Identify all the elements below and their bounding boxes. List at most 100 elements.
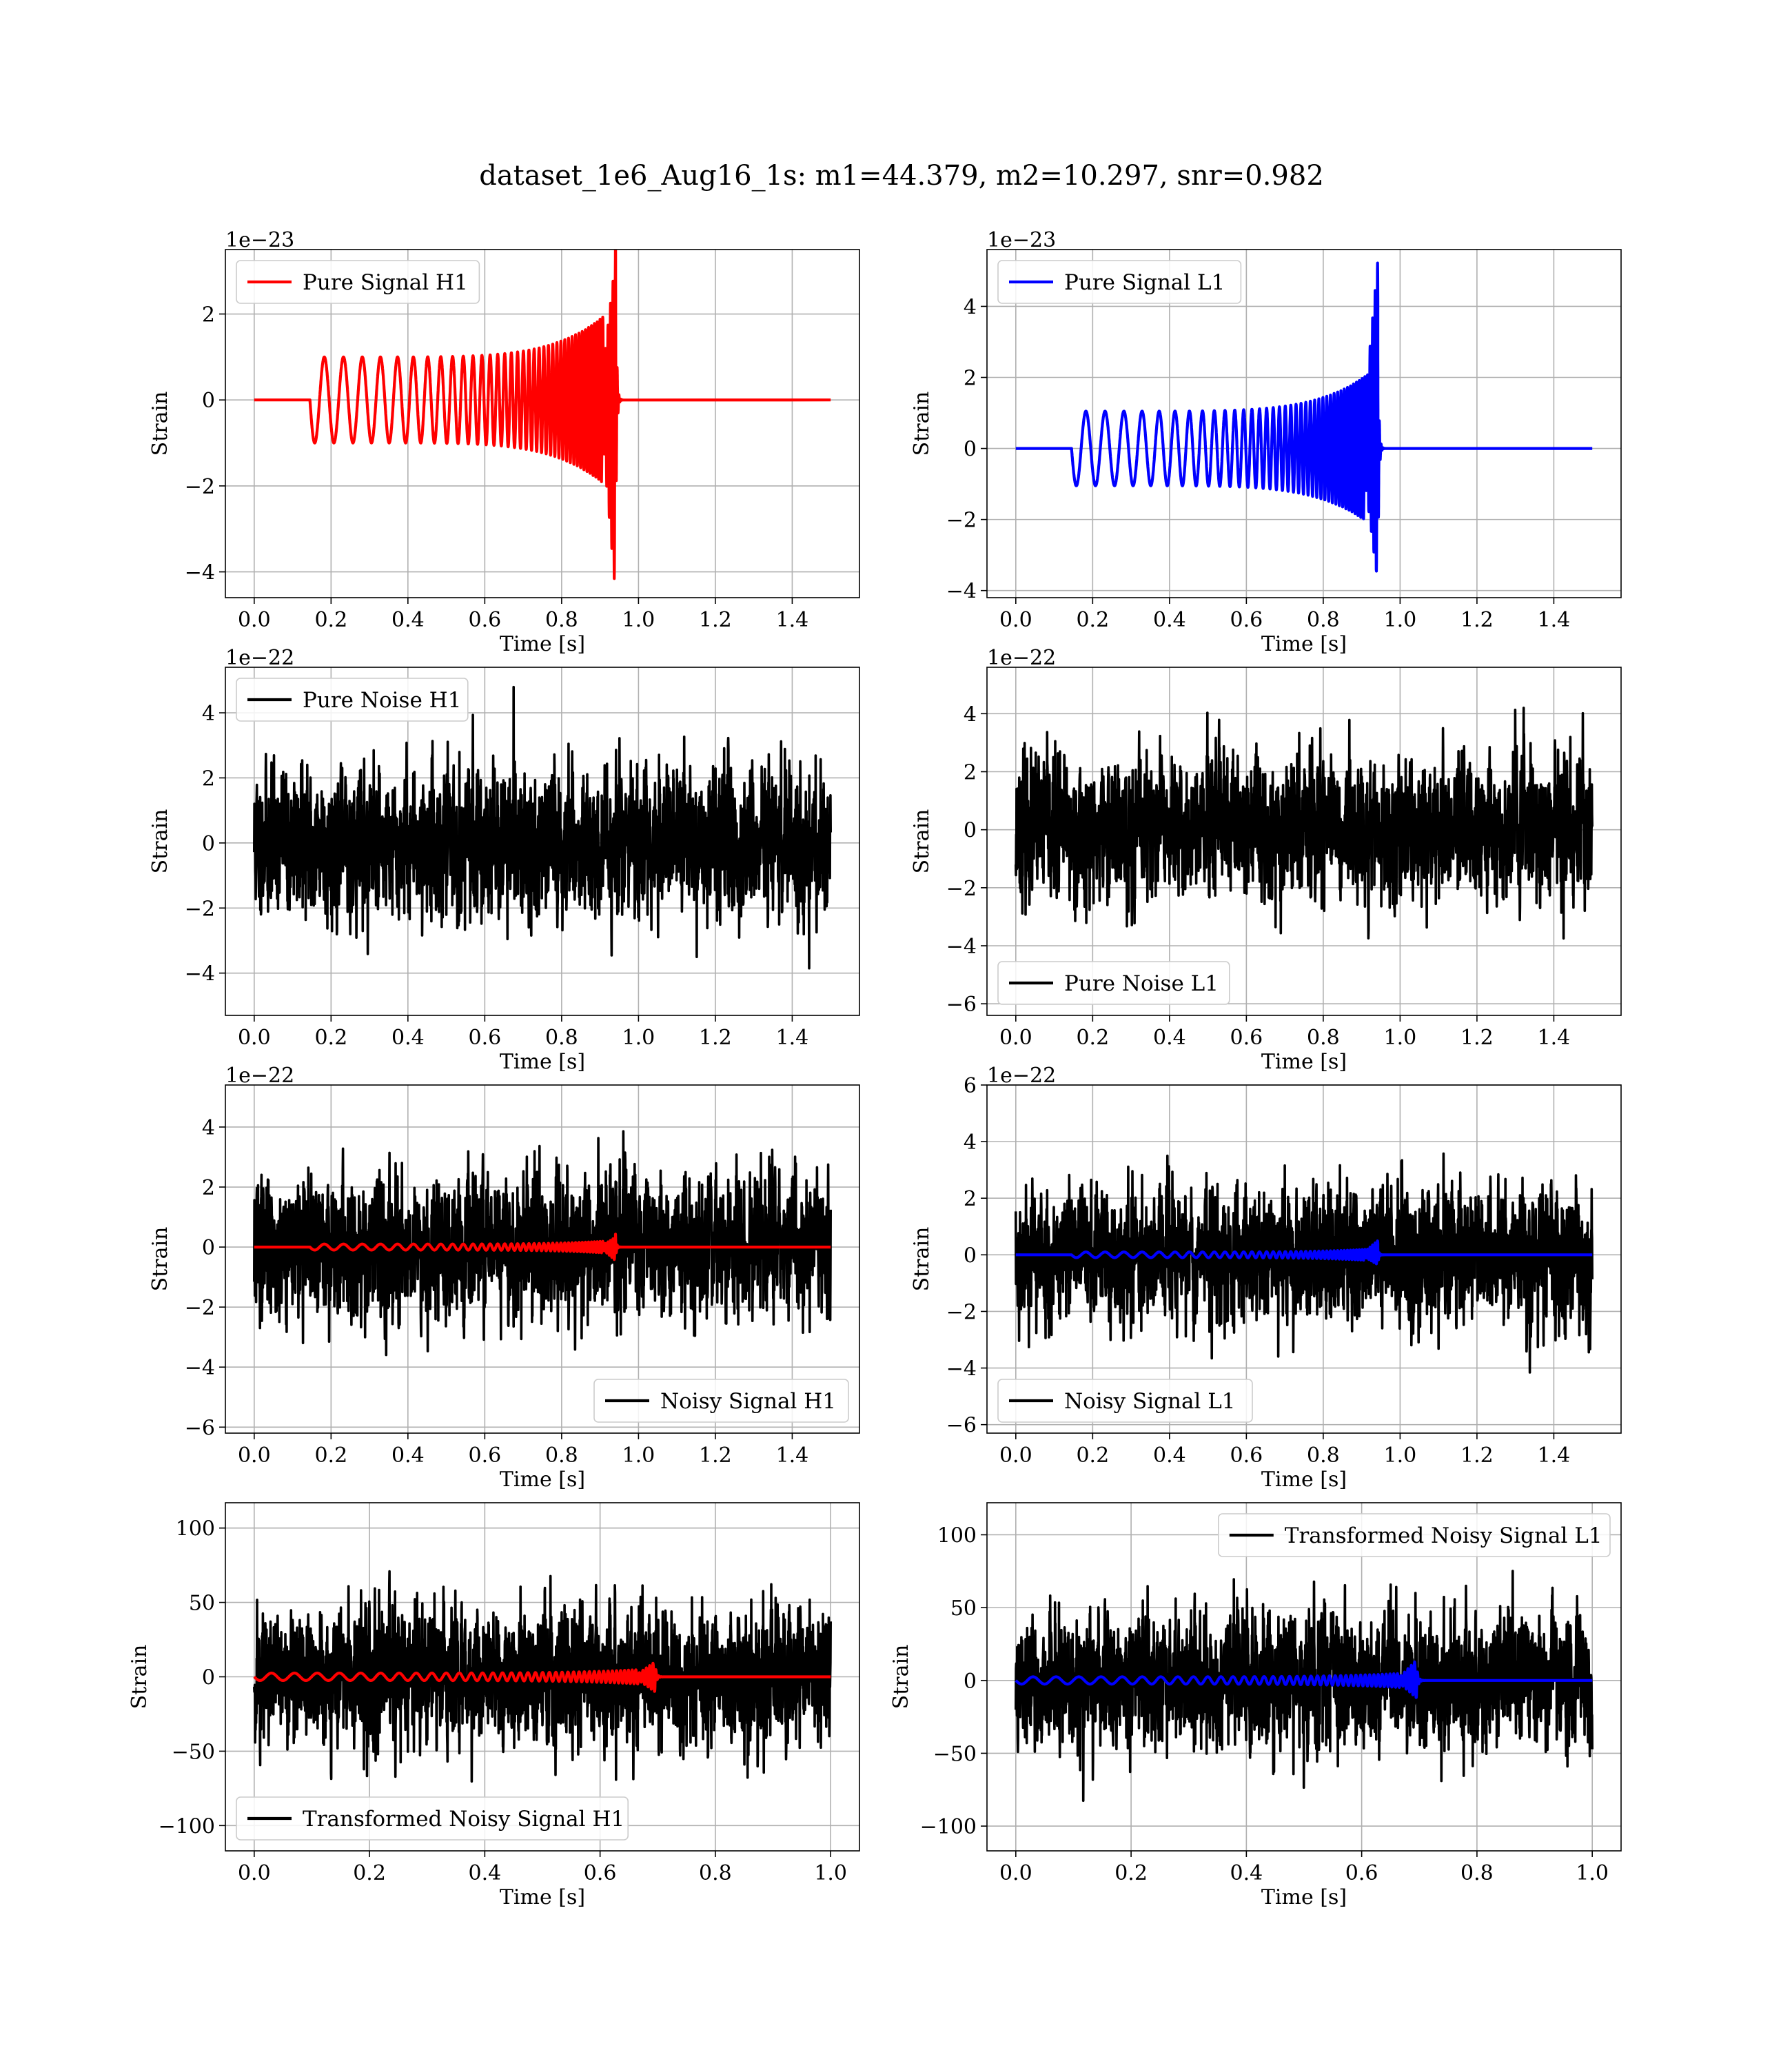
x-tick-label: 1.2 <box>1460 608 1494 632</box>
legend-entry: Pure Signal L1 <box>1064 270 1225 295</box>
x-tick-label: 0.2 <box>314 608 347 632</box>
series-line-main <box>254 250 831 580</box>
legend-entry: Noisy Signal H1 <box>660 1389 836 1414</box>
y-tick-label: −4 <box>946 1357 977 1381</box>
x-tick-label: 0.4 <box>391 1443 425 1468</box>
series-line-overlay <box>252 1661 831 1693</box>
x-tick-label: 0.2 <box>1076 608 1109 632</box>
x-tick-label: 0.2 <box>314 1443 347 1468</box>
series-line-overlay <box>1015 1239 1593 1266</box>
legend: Transformed Noisy Signal L1 <box>1218 1513 1611 1557</box>
legend-entry: Pure Noise H1 <box>303 688 461 713</box>
x-tick-label: 0.2 <box>1076 1026 1109 1050</box>
y-axis-label: Strain <box>910 392 934 456</box>
series-line-main <box>253 1130 832 1357</box>
series-line-overlay <box>1014 1660 1593 1699</box>
legend-entry: Pure Signal H1 <box>303 270 468 295</box>
x-tick-label: 0.8 <box>1307 1026 1340 1050</box>
x-tick-label: 1.2 <box>1460 1026 1494 1050</box>
x-tick-label: 1.4 <box>776 1026 809 1050</box>
y-offset-text: 1e−23 <box>987 228 1056 252</box>
y-tick-label: 50 <box>950 1596 977 1621</box>
legend: Pure Noise L1 <box>997 961 1230 1005</box>
y-tick-label: −100 <box>920 1815 977 1839</box>
subplot-pure-noise-h1: 0.0 0.2 0.4 0.6 0.8 1.0 1.2 1.4 −4 −2 0 2 4 Time [s] S… <box>148 646 860 1074</box>
x-axis-label: Time [s] <box>1261 1050 1347 1074</box>
x-tick-label: 1.0 <box>622 1026 655 1050</box>
x-tick-label: 0.0 <box>999 1026 1032 1050</box>
y-tick-label: −6 <box>185 1416 215 1440</box>
x-tick-label: 1.4 <box>1538 1443 1571 1468</box>
x-axis-label: Time [s] <box>500 1468 585 1492</box>
x-tick-label: 1.0 <box>1576 1861 1609 1885</box>
x-tick-label: 0.0 <box>999 1443 1032 1468</box>
y-offset-text: 1e−22 <box>987 1064 1056 1088</box>
y-tick-label: −2 <box>946 509 977 533</box>
y-tick-label: 4 <box>964 1131 977 1155</box>
y-tick-label: 0 <box>202 1666 215 1690</box>
y-tick-label: 2 <box>202 303 215 327</box>
y-tick-label: 2 <box>964 367 977 391</box>
series-line-main <box>1015 707 1594 940</box>
y-tick-label: 0 <box>202 389 215 413</box>
x-tick-label: 1.0 <box>1384 608 1417 632</box>
legend-entry: Transformed Noisy Signal L1 <box>1285 1523 1602 1548</box>
y-tick-label: 0 <box>964 819 977 843</box>
x-tick-label: 0.6 <box>584 1861 617 1885</box>
x-tick-label: 0.4 <box>1230 1861 1263 1885</box>
x-tick-label: 0.0 <box>999 1861 1032 1885</box>
x-tick-label: 0.6 <box>1230 1443 1263 1468</box>
legend: Transformed Noisy Signal H1 <box>236 1796 629 1841</box>
y-tick-label: −2 <box>946 1300 977 1324</box>
x-tick-label: 0.8 <box>1307 1443 1340 1468</box>
legend: Pure Signal L1 <box>997 260 1242 304</box>
x-tick-label: 0.8 <box>545 608 578 632</box>
x-tick-label: 1.4 <box>776 1443 809 1468</box>
y-axis-label: Strain <box>148 809 172 874</box>
legend: Noisy Signal H1 <box>593 1379 849 1423</box>
y-tick-label: 50 <box>189 1592 215 1616</box>
axes-frame <box>225 1084 860 1434</box>
x-tick-label: 1.0 <box>1384 1443 1417 1468</box>
y-tick-label: 4 <box>202 1116 215 1140</box>
series-line-main <box>253 1570 832 1783</box>
x-tick-label: 1.4 <box>776 608 809 632</box>
series-line-main <box>1015 1570 1594 1803</box>
subplot-transformed-noisy-signal-h1: 0.0 0.2 0.4 0.6 0.8 1.0 −100 −50 0 50 100 Time [s] S… <box>128 1502 860 1909</box>
subplot-pure-signal-h1: 0.0 0.2 0.4 0.6 0.8 1.0 1.2 1.4 −4 −2 0 2 Time [s] St… <box>148 228 860 656</box>
x-tick-label: 0.0 <box>999 608 1032 632</box>
y-tick-label: 0 <box>964 1670 977 1694</box>
x-axis-label: Time [s] <box>500 1050 585 1074</box>
x-tick-label: 0.4 <box>1153 1443 1186 1468</box>
legend-box <box>236 1796 629 1841</box>
x-tick-label: 0.6 <box>469 1443 502 1468</box>
y-axis-label: Strain <box>128 1645 152 1710</box>
y-axis-label: Strain <box>910 1227 934 1292</box>
x-axis-label: Time [s] <box>1261 1885 1347 1909</box>
y-tick-label: −4 <box>946 580 977 604</box>
subplot-noisy-signal-l1: 0.0 0.2 0.4 0.6 0.8 1.0 1.2 1.4 −6 −4 −2 0 2 4 6 Time [… <box>910 1064 1622 1492</box>
legend: Noisy Signal L1 <box>997 1379 1253 1423</box>
y-tick-label: 100 <box>176 1517 215 1541</box>
x-tick-label: 1.0 <box>1384 1026 1417 1050</box>
y-tick-label: 2 <box>964 1187 977 1211</box>
x-tick-label: 0.2 <box>1076 1443 1109 1468</box>
y-tick-label: −6 <box>946 993 977 1017</box>
y-tick-label: −50 <box>933 1742 977 1766</box>
legend: Pure Signal H1 <box>236 260 480 304</box>
x-tick-label: 0.8 <box>545 1443 578 1468</box>
y-tick-label: −2 <box>185 475 215 499</box>
x-axis-label: Time [s] <box>1261 632 1347 656</box>
x-tick-label: 0.0 <box>238 1026 271 1050</box>
legend-box <box>1218 1513 1611 1557</box>
x-tick-label: 1.2 <box>1460 1443 1494 1468</box>
x-tick-label: 0.2 <box>314 1026 347 1050</box>
x-tick-label: 0.6 <box>1230 1026 1263 1050</box>
legend-box <box>236 678 469 722</box>
x-tick-label: 0.6 <box>1345 1861 1378 1885</box>
subplot-transformed-noisy-signal-l1: 0.0 0.2 0.4 0.6 0.8 1.0 −100 −50 0 50 100 Time [s] S… <box>889 1502 1622 1909</box>
figure-title: dataset_1e6_Aug16_1s: m1=44.379, m2=10.2… <box>479 160 1324 192</box>
legend-box <box>997 961 1230 1005</box>
x-tick-label: 0.4 <box>1153 1026 1186 1050</box>
axes-frame <box>986 1084 1622 1434</box>
